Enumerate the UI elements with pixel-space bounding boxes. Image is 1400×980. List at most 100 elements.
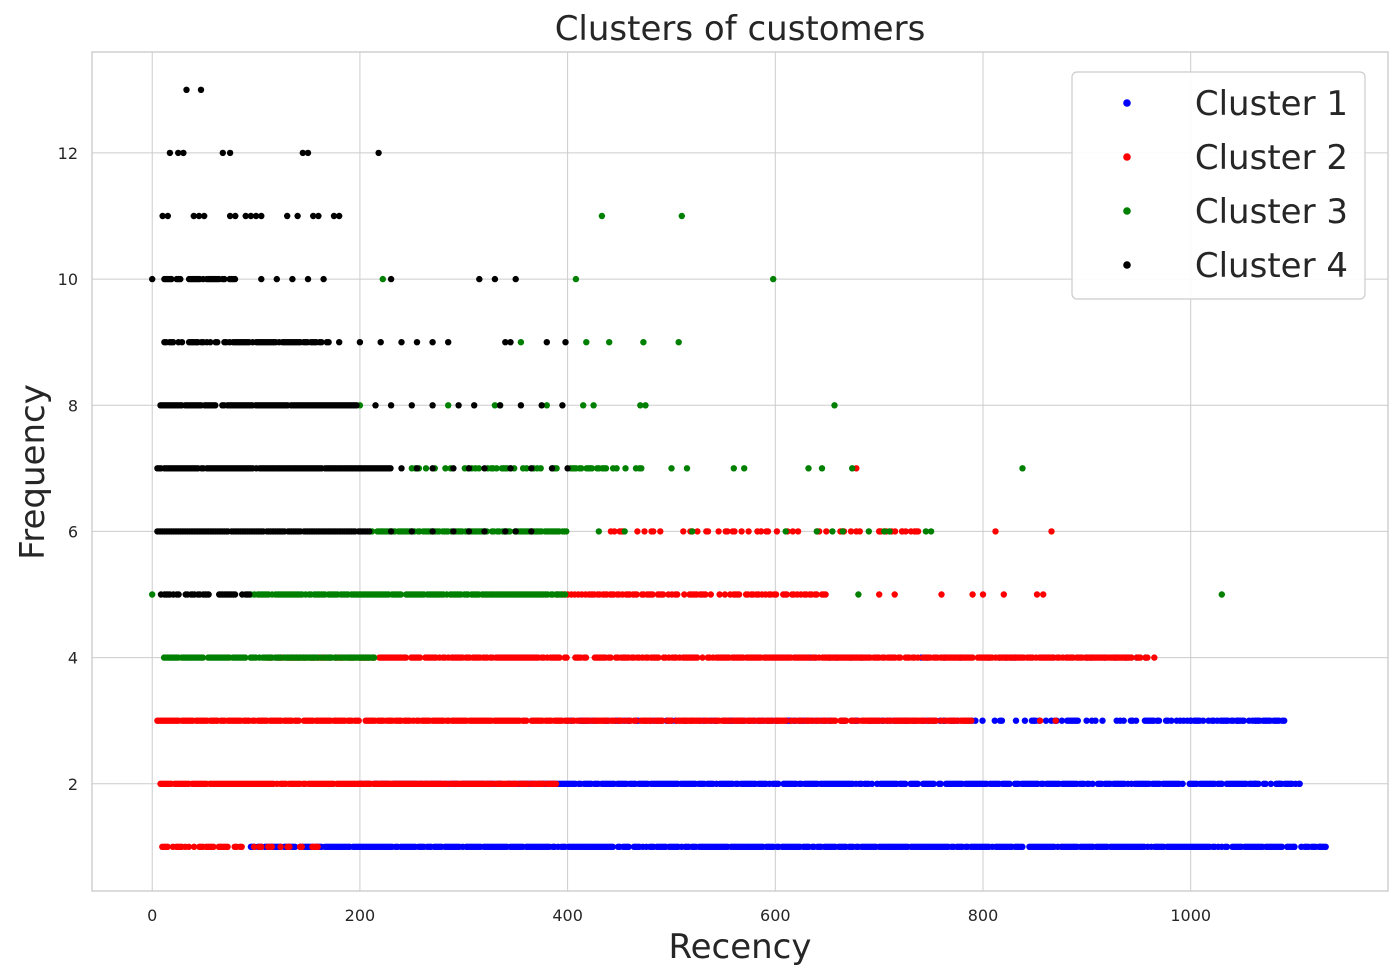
data-point [689,528,696,535]
data-point [598,212,606,220]
data-point [634,528,641,535]
data-point [314,843,321,850]
data-point [538,402,545,409]
data-point [770,275,777,283]
data-point [398,339,405,346]
data-point [387,528,395,535]
data-point [429,339,436,346]
data-point [898,528,906,535]
data-point [847,528,855,535]
data-point [320,275,327,283]
data-point [991,717,998,724]
data-point [366,528,373,535]
data-point [528,465,535,472]
data-point [856,528,863,535]
data-point [543,402,550,409]
data-point [1120,717,1127,724]
data-point [258,275,265,283]
data-point [657,528,664,535]
data-point [242,212,249,220]
data-point [496,402,504,409]
data-point [258,212,265,220]
data-point [868,780,876,787]
data-point [164,843,171,850]
data-point [1251,717,1259,724]
data-point [553,465,560,472]
data-point [716,591,723,598]
data-point [402,654,410,661]
data-point [445,339,452,346]
data-point [552,780,560,787]
data-point [238,843,245,850]
data-point [881,528,888,535]
data-point [471,402,478,409]
data-point [318,339,325,346]
data-point [295,717,302,724]
data-point [1187,717,1194,724]
data-point [783,591,790,598]
data-point [1151,654,1158,661]
data-point [668,465,675,472]
data-point [602,465,610,472]
data-point [968,717,975,724]
data-point [1048,528,1055,535]
legend-item[interactable]: Cluster 4 [1123,246,1348,286]
data-point [164,212,171,220]
data-point [813,591,820,598]
y-tick-label: 10 [58,270,78,289]
data-point [633,591,640,598]
data-point [442,465,449,472]
data-point [998,717,1006,724]
data-point [731,528,738,535]
data-point [183,86,190,94]
data-point [595,528,602,535]
data-point [914,780,921,787]
data-point [268,843,275,850]
legend-item[interactable]: Cluster 1 [1123,84,1348,124]
data-point [1223,843,1231,850]
data-point [704,528,712,535]
data-point [353,402,360,409]
tick-labels: 0 200 400 600 800 1000 2 4 6 8 10 12 [58,144,1211,925]
data-point [979,717,986,724]
data-point [299,149,306,157]
legend-item[interactable]: Cluster 3 [1123,192,1348,232]
data-point [286,843,293,850]
chart-title: Clusters of customers [555,9,926,49]
data-point [865,528,872,535]
data-point [1019,465,1026,472]
data-point [764,528,772,535]
data-point [413,339,421,346]
data-points [149,86,1329,850]
legend-item[interactable]: Cluster 2 [1123,138,1348,178]
data-point [429,465,436,472]
data-point [159,212,166,220]
data-point [1089,780,1096,787]
data-point [168,275,175,283]
data-point [794,528,802,535]
data-point [507,339,514,346]
data-point [699,654,706,661]
data-point [1042,717,1050,724]
data-point [839,528,846,535]
data-point [694,654,701,661]
data-point [613,465,620,472]
data-point [829,528,836,535]
data-point [1052,717,1059,724]
data-point [1033,591,1041,598]
y-tick-label: 8 [68,396,78,415]
x-tick-label: 1000 [1170,906,1211,925]
data-point [891,528,899,535]
data-point [625,843,632,850]
data-point [232,212,239,220]
legend[interactable]: Cluster 1 Cluster 2 Cluster 3 Cluster 4 [1071,71,1366,300]
data-point [231,275,239,283]
data-point [1012,717,1020,724]
data-point [1168,717,1175,724]
data-point [655,654,662,661]
data-point [413,465,421,472]
data-point [580,402,587,409]
data-point [408,402,415,409]
data-point [149,275,156,283]
